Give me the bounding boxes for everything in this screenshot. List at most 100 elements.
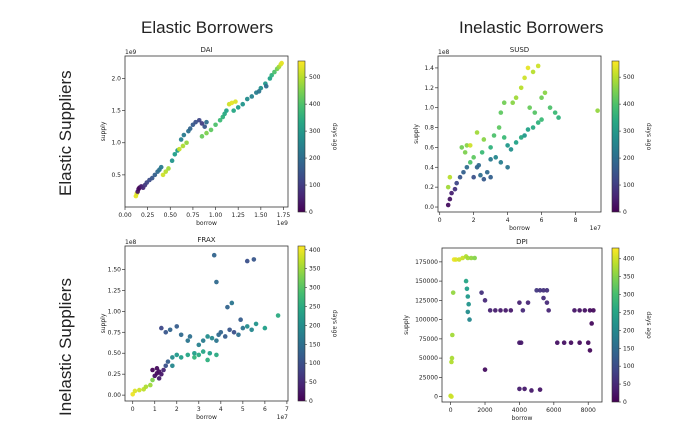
data-point — [447, 196, 453, 202]
data-point — [217, 117, 223, 123]
data-point — [159, 325, 164, 331]
y-tick-label: 1.00 — [108, 308, 122, 315]
colorbar-tick-label: 200 — [623, 155, 635, 162]
plot-frame — [437, 55, 602, 213]
colorbar-tick-label: 300 — [623, 128, 635, 135]
data-point — [143, 384, 149, 390]
colorbar-tick-label: 300 — [309, 128, 321, 135]
data-point — [235, 105, 241, 110]
data-point — [202, 124, 207, 129]
data-point — [498, 308, 503, 313]
data-point — [244, 96, 250, 102]
data-point — [180, 143, 186, 149]
data-point — [240, 101, 246, 107]
x-tick-label: 2000 — [477, 407, 492, 414]
colorbar-tick-label: 200 — [623, 327, 635, 334]
data-point — [456, 257, 462, 262]
data-point — [525, 127, 531, 132]
plot-frame — [124, 245, 289, 402]
y-tick-label: 0.5 — [111, 172, 121, 179]
y-tick-label: 0.50 — [108, 350, 122, 357]
data-point — [150, 367, 155, 373]
colorbar-tick-label: 350 — [309, 266, 321, 273]
data-point — [493, 155, 499, 160]
y-exponent-label: 1e9 — [125, 49, 137, 56]
colorbar-tick-label: 0 — [309, 398, 313, 405]
data-point — [508, 147, 514, 152]
data-point — [218, 329, 224, 335]
data-point — [471, 174, 476, 180]
x-tick-label: 4 — [219, 406, 223, 413]
colorbar-tick-label: 100 — [309, 360, 321, 367]
data-point — [510, 100, 516, 106]
data-point — [518, 85, 524, 91]
data-point — [236, 332, 241, 338]
colorbar-label: days ago — [331, 310, 338, 338]
data-point — [513, 140, 519, 145]
data-point — [546, 308, 551, 313]
data-point — [522, 386, 527, 392]
data-point — [462, 150, 468, 155]
colorbar — [297, 60, 306, 213]
data-point — [488, 157, 493, 162]
y-tick-label: 1.25 — [108, 287, 122, 294]
x-tick-label: 1 — [153, 406, 157, 413]
data-point — [214, 352, 219, 358]
data-point — [476, 162, 482, 168]
data-point — [468, 255, 474, 261]
data-point — [460, 255, 465, 261]
data-point — [229, 100, 235, 106]
colorbar-tick-label: 50 — [309, 379, 317, 386]
data-point — [275, 313, 281, 318]
data-point — [167, 327, 173, 333]
data-point — [204, 130, 209, 136]
x-axis-label: borrow — [196, 220, 217, 227]
data-point — [445, 202, 451, 208]
y-tick-label: 0.75 — [108, 329, 122, 336]
data-point — [269, 72, 275, 78]
x-axis-label: borrow — [509, 225, 530, 232]
data-point — [454, 180, 459, 186]
colorbar-tick-label: 250 — [623, 309, 635, 316]
x-axis-label: borrow — [196, 414, 217, 421]
y-tick-label: 100000 — [415, 317, 438, 324]
data-point — [272, 69, 277, 75]
data-point — [279, 60, 284, 66]
data-point — [199, 121, 205, 126]
x-tick-label: 6000 — [546, 407, 561, 414]
colorbar-tick-label: 200 — [309, 155, 321, 162]
data-point — [529, 388, 534, 393]
colorbar — [611, 247, 620, 403]
x-tick-label: 0 — [449, 407, 453, 414]
colorbar-label: days ago — [645, 123, 652, 151]
y-tick-label: 0.00 — [108, 392, 122, 399]
y-tick-label: 1.2 — [424, 85, 434, 92]
data-point — [484, 169, 490, 175]
y-exponent-label: 1e8 — [438, 49, 450, 56]
x-tick-label: 4000 — [512, 407, 527, 414]
data-point — [522, 133, 527, 138]
data-point — [556, 115, 561, 120]
data-point — [541, 295, 546, 301]
data-point — [231, 108, 236, 113]
y-tick-label: 1.4 — [424, 65, 434, 72]
y-axis-label: supply — [413, 124, 420, 144]
data-point — [487, 308, 493, 313]
x-tick-label: 6 — [263, 406, 267, 413]
data-point — [501, 100, 507, 106]
column-title-elastic-borrowers: Elastic Borrowers — [141, 18, 274, 37]
x-tick-label: 1.25 — [232, 212, 246, 219]
colorbar-tick-label: 0 — [623, 209, 627, 216]
data-point — [467, 160, 473, 165]
data-point — [263, 83, 269, 89]
y-axis-label: supply — [100, 121, 107, 141]
colorbar-tick-label: 500 — [309, 74, 321, 81]
data-point — [479, 150, 485, 155]
chart-title: FRAX — [197, 236, 215, 244]
x-tick-label: 0.75 — [186, 212, 200, 219]
data-point — [535, 63, 541, 69]
data-point — [148, 382, 153, 388]
data-point — [166, 166, 171, 171]
x-tick-label: 1.00 — [209, 212, 223, 219]
